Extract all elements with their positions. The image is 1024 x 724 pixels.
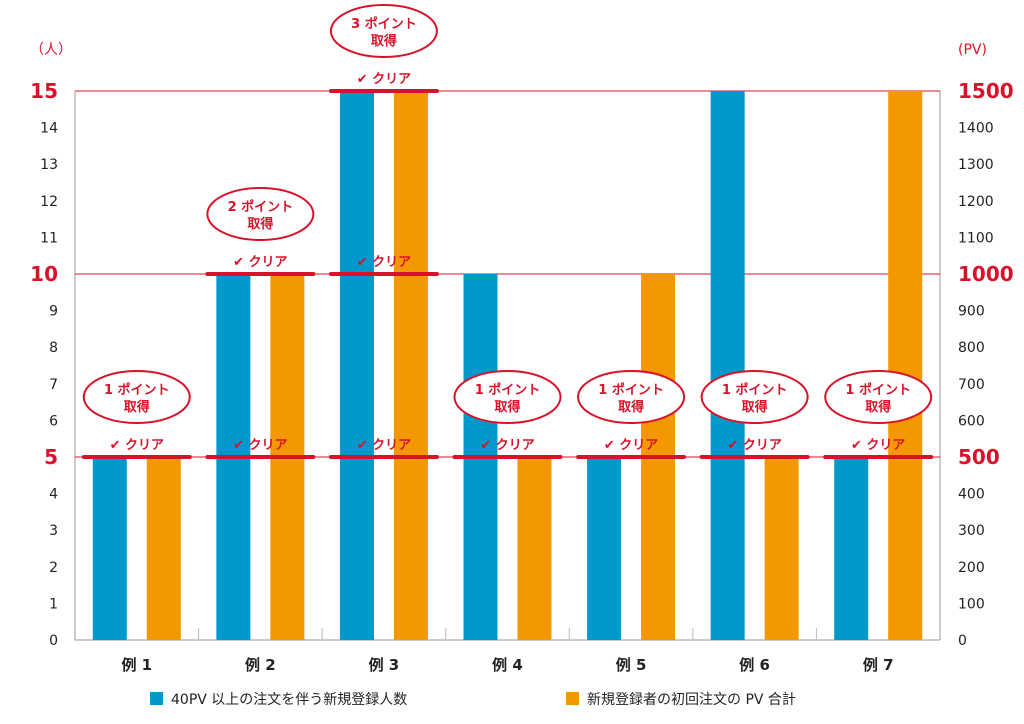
category-label: 例 6 xyxy=(739,656,770,674)
clear-label: ✔ クリア xyxy=(110,438,164,453)
legend-swatch-series-2 xyxy=(566,692,579,705)
point-badge xyxy=(453,370,562,424)
category-label: 例 4 xyxy=(492,656,523,674)
clear-label: ✔ クリア xyxy=(357,438,411,453)
point-badge-line-1: 1 ポイント xyxy=(104,382,170,398)
bar-series-2 xyxy=(888,91,923,640)
left-tick-label: 1 xyxy=(49,596,58,612)
clear-label: ✔ クリア xyxy=(233,438,287,453)
right-tick-label: 400 xyxy=(958,487,985,503)
bar-series-1 xyxy=(710,91,745,640)
point-badge-line-2: 取得 xyxy=(865,399,891,415)
right-tick-label: 1500 xyxy=(958,79,1014,103)
clear-label: ✔ クリア xyxy=(357,255,411,270)
left-tick-label: 13 xyxy=(40,157,58,173)
right-tick-label: 100 xyxy=(958,596,985,612)
point-badge-line-1: 1 ポイント xyxy=(845,382,911,398)
point-badge-line-2: 取得 xyxy=(742,399,768,415)
right-tick-label: 1000 xyxy=(958,262,1014,286)
clear-label: ✔ クリア xyxy=(727,438,781,453)
category-labels: 例 1 例 2 例 3 例 4 例 5 例 6 例 7 xyxy=(121,656,893,674)
left-tick-label: 15 xyxy=(30,79,58,103)
bar-series-2 xyxy=(764,457,799,640)
point-badge-line-2: 取得 xyxy=(494,399,520,415)
right-tick-label: 500 xyxy=(958,445,1000,469)
left-tick-label: 9 xyxy=(49,304,58,320)
right-tick-label: 200 xyxy=(958,560,985,576)
left-tick-label: 10 xyxy=(30,262,58,286)
right-tick-label: 1300 xyxy=(958,157,994,173)
point-badge xyxy=(206,187,315,241)
clear-markers: ✔ クリア ✔ クリア ✔ クリア ✔ クリア ✔ クリア ✔ クリア ✔ クリア ✔ クリア… xyxy=(81,72,934,459)
bar-series-1 xyxy=(834,457,869,640)
clear-label: ✔ クリア xyxy=(357,72,411,87)
left-tick-label: 7 xyxy=(49,377,58,393)
point-badge-line-1: 3 ポイント xyxy=(351,16,417,32)
bar-series-1 xyxy=(92,457,127,640)
left-tick-label: 3 xyxy=(49,523,58,539)
clear-label: ✔ クリア xyxy=(233,255,287,270)
left-tick-label: 5 xyxy=(44,445,58,469)
right-tick-label: 0 xyxy=(958,633,967,649)
legend-swatch-series-1 xyxy=(150,692,163,705)
left-tick-label: 14 xyxy=(40,121,58,137)
point-badge-line-1: 1 ポイント xyxy=(598,382,664,398)
clear-label: ✔ クリア xyxy=(480,438,534,453)
point-badge-line-1: 1 ポイント xyxy=(722,382,788,398)
right-tick-label: 600 xyxy=(958,413,985,429)
left-tick-label: 2 xyxy=(49,560,58,576)
legend-label-series-2: 新規登録者の初回注文の PV 合計 xyxy=(587,691,796,708)
right-tick-label: 300 xyxy=(958,523,985,539)
clear-label: ✔ クリア xyxy=(604,438,658,453)
point-badge xyxy=(329,4,438,58)
left-tick-label: 6 xyxy=(49,413,58,429)
point-badge-line-1: 2 ポイント xyxy=(228,199,294,215)
right-tick-label: 1200 xyxy=(958,194,994,210)
bar-series-1 xyxy=(339,91,374,640)
right-tick-label: 800 xyxy=(958,340,985,356)
point-badge-line-2: 取得 xyxy=(371,33,397,49)
category-label: 例 7 xyxy=(863,656,894,674)
left-tick-label: 4 xyxy=(49,487,58,503)
right-tick-label: 700 xyxy=(958,377,985,393)
bar-series-1 xyxy=(587,457,622,640)
bar-series-2 xyxy=(517,457,552,640)
right-tick-label: 1400 xyxy=(958,121,994,137)
plot-frame xyxy=(74,91,941,641)
right-axis-ticks: 0 100 200 300 400 500 600 700 800 900 1000 1100 1200… xyxy=(958,79,1014,649)
right-tick-label: 1100 xyxy=(958,230,994,246)
bar-series-2 xyxy=(393,91,428,640)
point-badge-line-2: 取得 xyxy=(124,399,150,415)
bar-series-2 xyxy=(146,457,181,640)
category-label: 例 1 xyxy=(121,656,152,674)
left-tick-label: 8 xyxy=(49,340,58,356)
clear-label: ✔ クリア xyxy=(851,438,905,453)
point-badge xyxy=(824,370,933,424)
legend-label-series-1: 40PV 以上の注文を伴う新規登録人数 xyxy=(171,692,407,708)
point-badge-line-2: 取得 xyxy=(618,399,644,415)
left-tick-label: 11 xyxy=(40,230,58,246)
category-label: 例 5 xyxy=(616,656,647,674)
point-badge xyxy=(577,370,686,424)
bars xyxy=(92,91,923,640)
right-axis-unit: (PV) xyxy=(958,42,987,58)
point-badge-line-2: 取得 xyxy=(247,216,273,232)
right-tick-label: 900 xyxy=(958,304,985,320)
left-tick-label: 0 xyxy=(49,633,58,649)
legend: 40PV 以上の注文を伴う新規登録人数 新規登録者の初回注文の PV 合計 xyxy=(150,691,796,708)
left-axis-unit: （人） xyxy=(30,42,72,58)
category-label: 例 3 xyxy=(369,656,400,674)
left-tick-label: 12 xyxy=(40,194,58,210)
category-label: 例 2 xyxy=(245,656,276,674)
point-badge-line-1: 1 ポイント xyxy=(475,382,541,398)
point-badge xyxy=(82,370,191,424)
point-badge xyxy=(700,370,809,424)
